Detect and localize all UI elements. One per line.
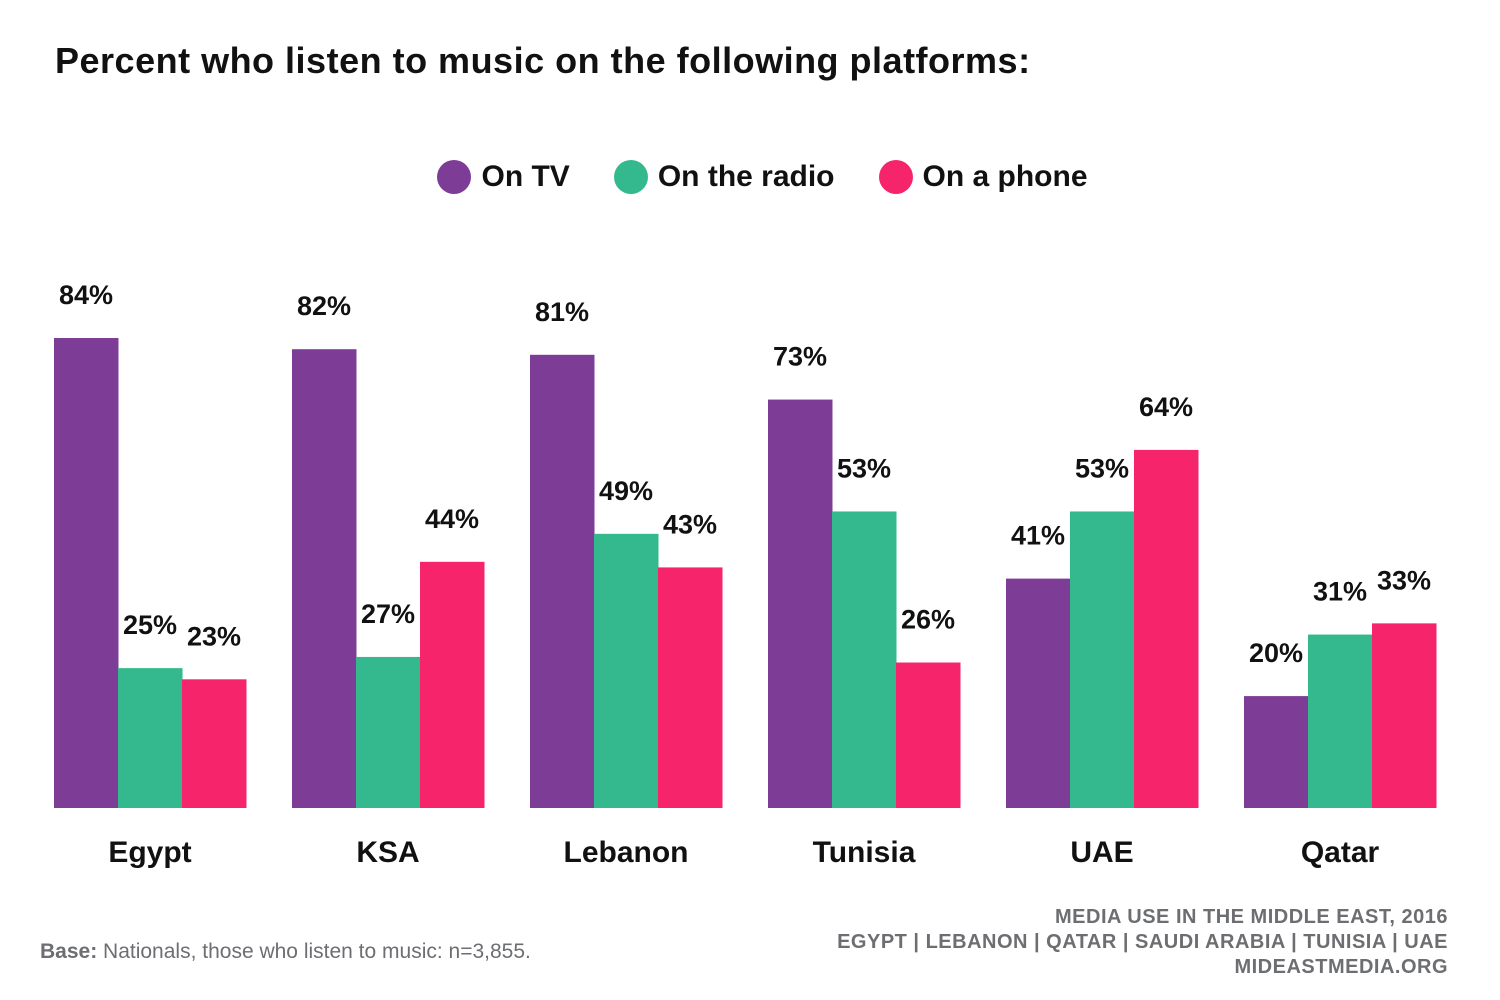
- bar-lebanon-phone: [658, 567, 723, 808]
- legend-swatch-tv: [437, 160, 472, 194]
- legend-label-phone: On a phone: [922, 160, 1088, 193]
- bar-tunisia-tv: [768, 399, 833, 808]
- bar-qatar-phone: [1372, 623, 1437, 808]
- value-label-qatar-phone: 33%: [1377, 565, 1431, 595]
- value-label-uae-phone: 64%: [1139, 392, 1193, 422]
- bar-egypt-tv: [54, 338, 119, 808]
- bar-lebanon-radio: [594, 533, 659, 808]
- legend-label-tv: On TV: [481, 160, 570, 193]
- bar-egypt-phone: [182, 679, 247, 808]
- value-label-lebanon-phone: 43%: [663, 509, 717, 539]
- chart-title: Percent who listen to music on the follo…: [55, 40, 1031, 81]
- category-label-egypt: Egypt: [108, 836, 191, 869]
- legend-item-tv: On TV: [437, 160, 570, 194]
- value-label-egypt-radio: 25%: [123, 610, 177, 640]
- category-label-lebanon: Lebanon: [564, 836, 689, 869]
- legend-item-phone: On a phone: [878, 160, 1088, 194]
- base-text: Nationals, those who listen to music: n=…: [97, 940, 531, 963]
- value-label-lebanon-tv: 81%: [535, 297, 589, 327]
- value-label-uae-tv: 41%: [1011, 521, 1065, 551]
- category-label-tunisia: Tunisia: [813, 836, 916, 869]
- base-note: Base: Nationals, those who listen to mus…: [40, 940, 531, 964]
- legend-label-radio: On the radio: [657, 160, 835, 193]
- source-block: MEDIA USE IN THE MIDDLE EAST, 2016 EGYPT…: [837, 905, 1448, 980]
- value-label-egypt-tv: 84%: [59, 280, 113, 310]
- value-label-lebanon-radio: 49%: [599, 476, 653, 506]
- source-website: MIDEASTMEDIA.ORG: [1234, 956, 1448, 978]
- value-label-qatar-radio: 31%: [1313, 577, 1367, 607]
- bar-ksa-tv: [292, 349, 357, 808]
- category-label-qatar: Qatar: [1301, 836, 1380, 869]
- bar-uae-tv: [1006, 578, 1071, 808]
- bar-qatar-tv: [1244, 696, 1309, 808]
- bar-ksa-phone: [420, 561, 485, 808]
- value-label-uae-radio: 53%: [1075, 453, 1129, 483]
- bar-uae-phone: [1134, 449, 1199, 808]
- value-label-ksa-radio: 27%: [361, 599, 415, 629]
- legend-item-radio: On the radio: [613, 160, 835, 194]
- base-label: Base:: [40, 940, 98, 963]
- category-label-ksa: KSA: [356, 836, 419, 869]
- legend-swatch-radio: [613, 160, 648, 194]
- value-label-qatar-tv: 20%: [1249, 638, 1303, 668]
- bar-egypt-radio: [118, 668, 183, 808]
- value-label-tunisia-tv: 73%: [773, 342, 827, 372]
- bar-tunisia-phone: [896, 662, 961, 808]
- value-label-tunisia-radio: 53%: [837, 453, 891, 483]
- bar-qatar-radio: [1308, 634, 1373, 808]
- source-countries: EGYPT | LEBANON | QATAR | SAUDI ARABIA |…: [837, 931, 1448, 953]
- source-title: MEDIA USE IN THE MIDDLE EAST, 2016: [1055, 906, 1448, 928]
- value-label-ksa-tv: 82%: [297, 291, 351, 321]
- value-label-ksa-phone: 44%: [425, 504, 479, 534]
- bar-ksa-radio: [356, 656, 421, 808]
- legend-swatch-phone: [878, 160, 913, 194]
- bar-uae-radio: [1070, 511, 1135, 808]
- bar-lebanon-tv: [530, 354, 595, 808]
- category-label-uae: UAE: [1070, 836, 1133, 869]
- bar-tunisia-radio: [832, 511, 897, 808]
- value-label-tunisia-phone: 26%: [901, 605, 955, 635]
- legend: On TV On the radio On a phone: [0, 160, 1500, 194]
- value-label-egypt-phone: 23%: [187, 621, 241, 651]
